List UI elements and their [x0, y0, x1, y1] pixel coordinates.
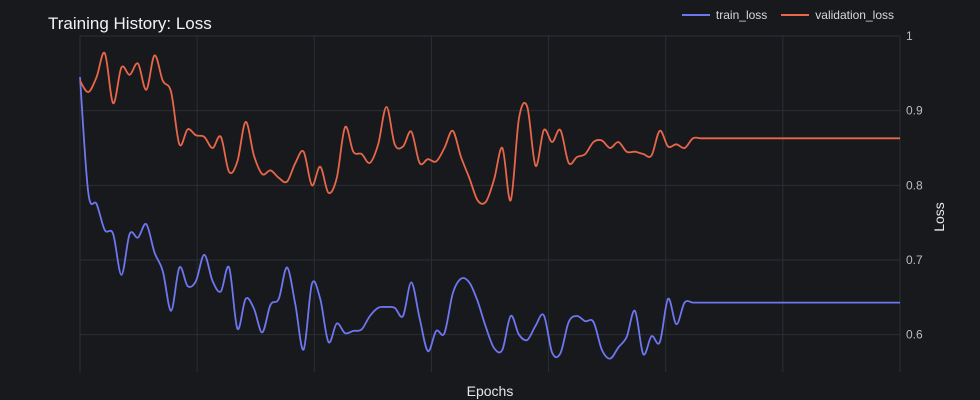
y-tick-label: 0.9 — [906, 104, 923, 118]
y-tick-label: 1 — [906, 29, 913, 43]
legend-swatch-train-loss — [681, 14, 710, 16]
chart-title: Training History: Loss — [48, 14, 212, 33]
y-tick-label: 0.6 — [906, 328, 923, 342]
legend-label-validation-loss: validation_loss — [815, 8, 894, 22]
y-tick-label: 0.7 — [906, 253, 923, 267]
legend-swatch-validation-loss — [781, 14, 810, 16]
y-axis-label: Loss — [931, 202, 947, 232]
series-line-train-loss[interactable] — [79, 77, 900, 360]
series-group — [79, 51, 900, 360]
series-line-validation-loss[interactable] — [79, 51, 900, 205]
y-tick-label: 0.8 — [906, 178, 923, 192]
legend-label-train-loss: train_loss — [715, 8, 768, 22]
legend-item-train-loss[interactable]: train_loss — [681, 8, 768, 22]
legend-item-validation-loss[interactable]: validation_loss — [781, 8, 894, 22]
x-axis-label: Epochs — [467, 383, 514, 399]
y-axis-ticks: 0.6 0.7 0.8 0.9 1 — [906, 29, 923, 342]
grid-lines — [79, 35, 901, 372]
legend: train_loss validation_loss — [681, 8, 894, 22]
